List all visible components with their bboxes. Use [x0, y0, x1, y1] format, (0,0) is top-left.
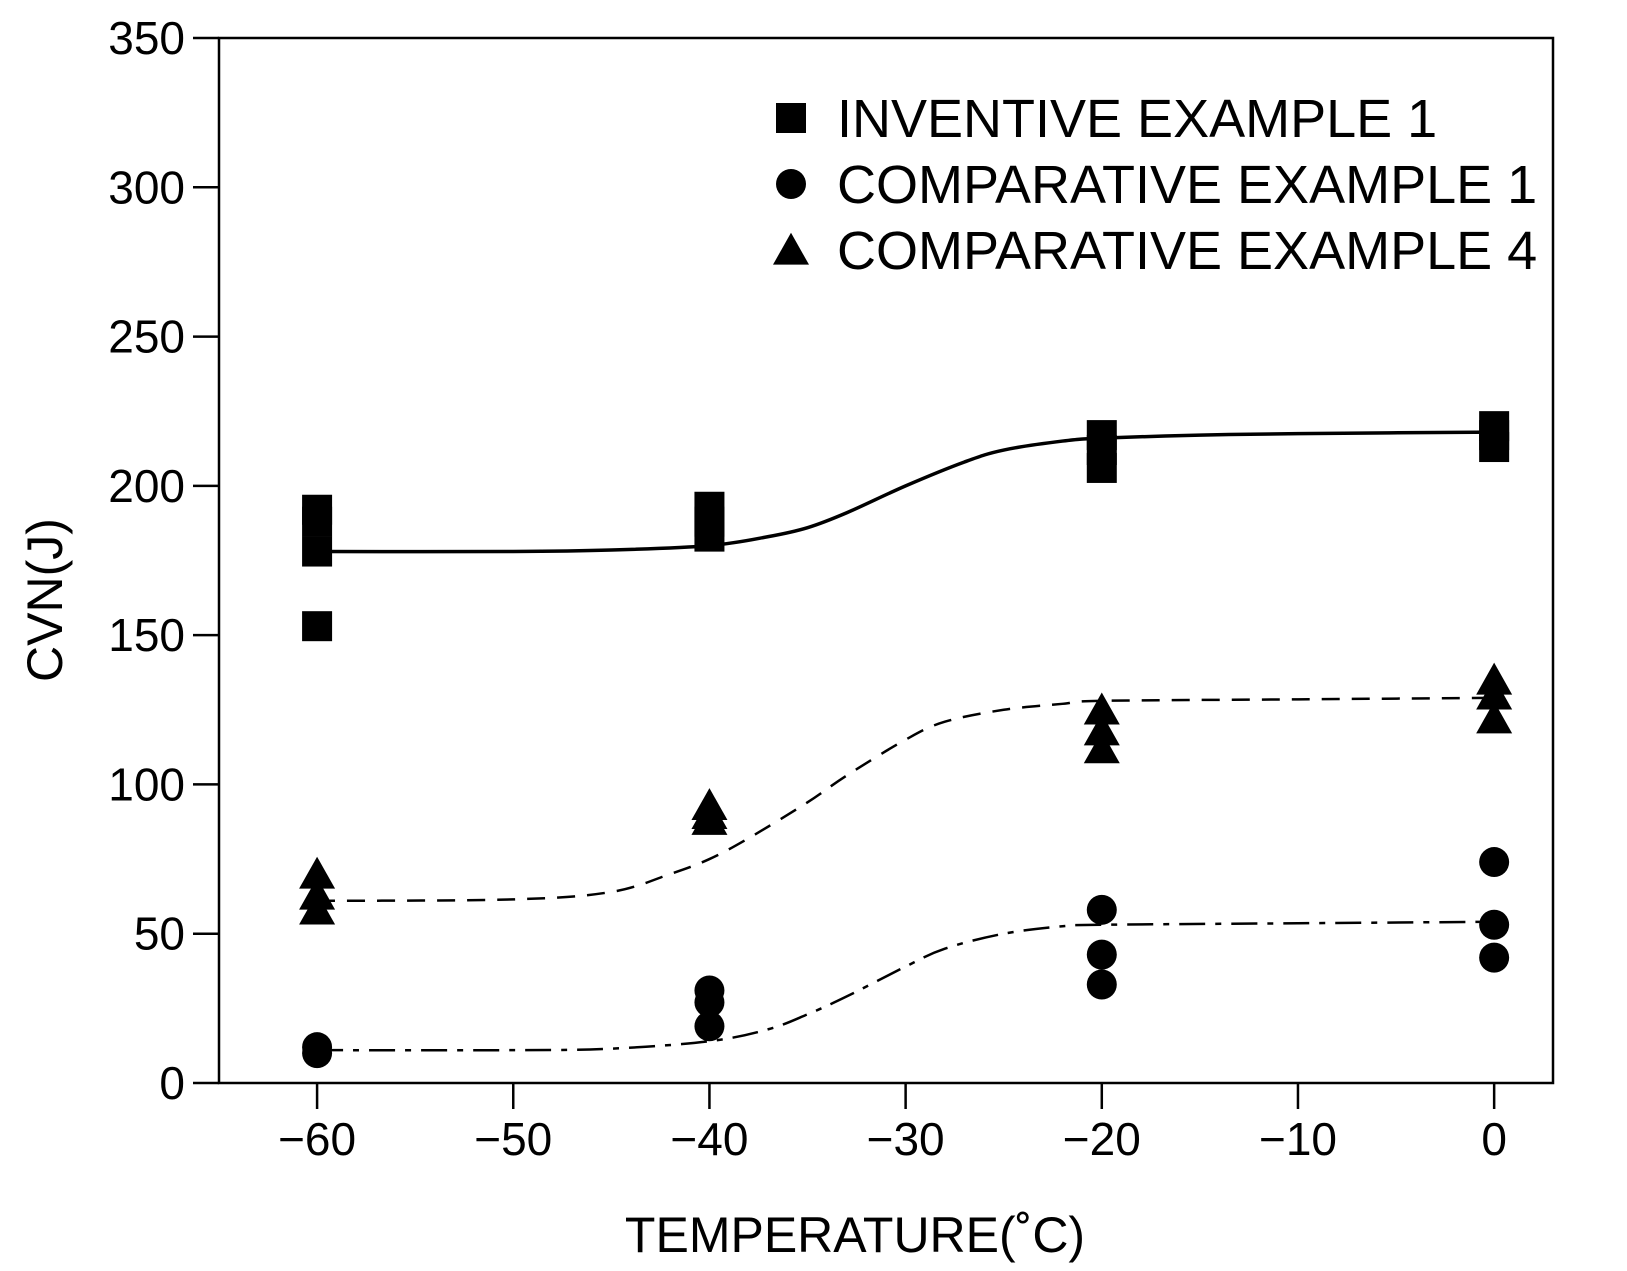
- y-tick-label: 250: [108, 311, 185, 363]
- data-point-triangle: [1083, 692, 1120, 725]
- data-point-circle: [694, 987, 725, 1018]
- x-axis-title: TEMPERATURE(˚C): [625, 1207, 1085, 1263]
- x-tick-label: −30: [867, 1113, 945, 1165]
- data-point-triangle: [299, 856, 336, 889]
- data-point-circle: [1086, 894, 1117, 925]
- y-axis-title: CVN(J): [17, 518, 73, 682]
- fit-curve-series-3: [317, 696, 1495, 903]
- data-point-square: [694, 521, 725, 552]
- y-tick-label: 350: [108, 12, 185, 64]
- x-tick-label: −20: [1063, 1113, 1141, 1165]
- data-point-square: [302, 536, 333, 567]
- data-point-circle: [1086, 939, 1117, 970]
- data-point-circle: [1479, 942, 1510, 973]
- data-point-circle: [1086, 969, 1117, 1000]
- data-point-square: [1086, 452, 1117, 483]
- data-point-circle: [694, 1011, 725, 1042]
- y-tick-label: 300: [108, 161, 185, 213]
- data-point-triangle: [299, 892, 336, 925]
- data-point-circle: [1479, 909, 1510, 940]
- data-point-triangle: [1083, 731, 1120, 764]
- data-point-triangle: [691, 803, 728, 835]
- legend-label-series-3: COMPARATIVE EXAMPLE 4: [837, 221, 1537, 281]
- legend-label-series-1: INVENTIVE EXAMPLE 1: [837, 89, 1437, 149]
- data-point-triangle: [1083, 713, 1120, 746]
- plot-frame: [217, 36, 1555, 1085]
- data-point-circle: [302, 1038, 333, 1069]
- data-point-square: [302, 611, 333, 642]
- y-tick-label: 50: [134, 908, 185, 960]
- legend-marker-circle: [776, 169, 806, 199]
- data-point-square: [302, 506, 333, 537]
- x-tick-label: −60: [278, 1113, 356, 1165]
- y-tick-label: 150: [108, 609, 185, 661]
- tick-labels: 0 50 100 150 200 250 300 350 −60 −50 −40 −30 −20 −10 0: [108, 12, 1507, 1165]
- legend-marker-square: [776, 103, 806, 133]
- x-tick-label: −50: [474, 1113, 552, 1165]
- fit-curve-series-2: [317, 920, 1495, 1052]
- legend-label-series-2: COMPARATIVE EXAMPLE 1: [837, 155, 1537, 215]
- data-point-triangle: [1476, 701, 1513, 734]
- data-point-triangle: [1476, 677, 1513, 710]
- y-tick-label: 200: [108, 460, 185, 512]
- x-tick-label: 0: [1481, 1113, 1507, 1165]
- x-tick-label: −40: [670, 1113, 748, 1165]
- fit-curves: [317, 430, 1495, 1052]
- y-tick-label: 0: [159, 1057, 185, 1109]
- y-tick-label: 100: [108, 758, 185, 810]
- fit-curve-series-1: [317, 430, 1495, 554]
- data-point-circle: [1479, 847, 1510, 878]
- legend-marker-triangle: [773, 232, 809, 265]
- axes: [193, 36, 1555, 1109]
- x-tick-label: −10: [1259, 1113, 1337, 1165]
- data-point-square: [1479, 432, 1510, 463]
- data-points: [299, 411, 1513, 1069]
